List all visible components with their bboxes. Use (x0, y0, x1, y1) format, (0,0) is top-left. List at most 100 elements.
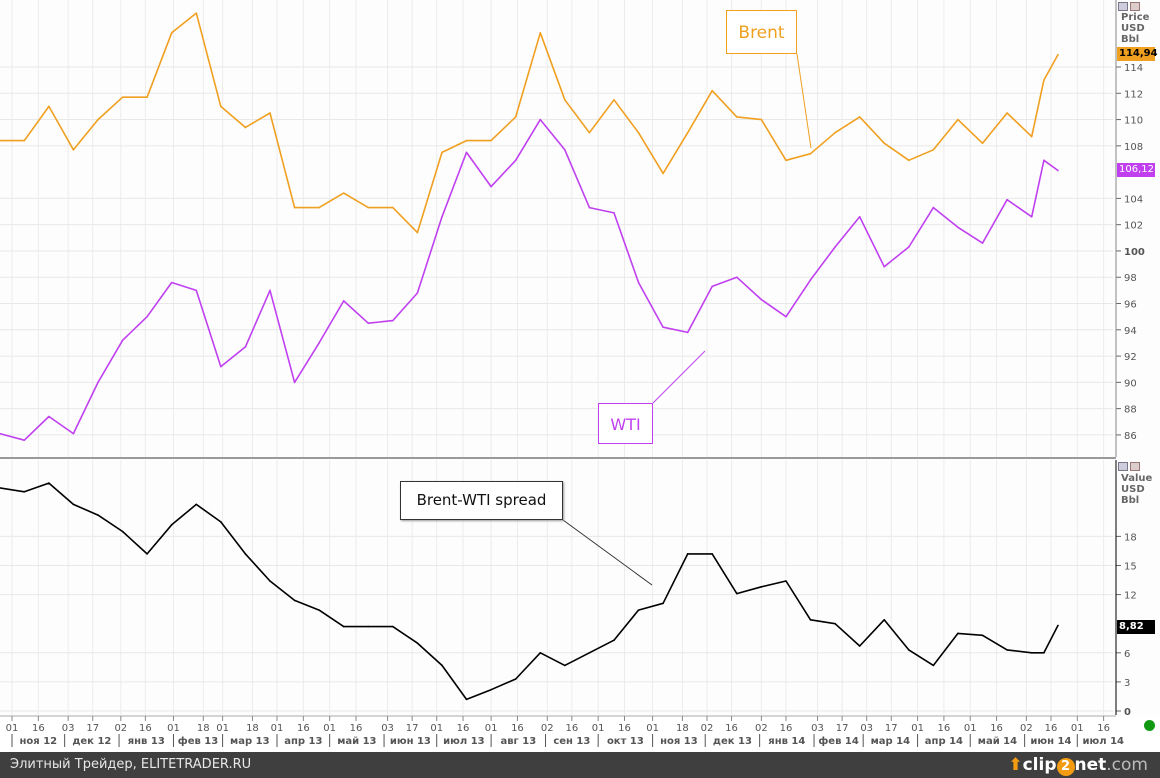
brent-line-point (416, 231, 419, 234)
month-label: апр 14 (925, 736, 963, 747)
brent-line-point (244, 126, 247, 129)
spread-line-point (932, 664, 935, 667)
y-tick-label: 114 (1124, 63, 1143, 74)
brent-line-point (0, 139, 1, 142)
wti-line-point (711, 285, 714, 288)
brent-line-point (1030, 135, 1033, 138)
x-tick-label: 17 (836, 723, 849, 734)
brent-last-value: 114,94 (1117, 47, 1158, 61)
spread-line-point (1030, 652, 1033, 654)
wti-line-point (146, 315, 148, 318)
x-tick-label: 16 (938, 723, 951, 734)
brent-line-point (834, 131, 836, 134)
brent-line-point (23, 139, 26, 142)
brent-line-point (1006, 112, 1008, 114)
x-tick-label: 17 (86, 723, 99, 734)
month-label: дек 12 (72, 736, 111, 747)
wti-line-point (48, 415, 50, 418)
wti-line-point (1006, 198, 1008, 201)
x-tick-label: 02 (114, 723, 127, 734)
brent-line-point (490, 139, 492, 142)
spread-line-point (539, 652, 542, 654)
spread-line-point (981, 634, 984, 637)
x-tick-label: 16 (990, 723, 1003, 734)
wti-line-point (760, 298, 763, 301)
spread-line-point (416, 642, 419, 644)
brent-line-point (785, 159, 787, 162)
x-tick-label: 18 (676, 723, 689, 734)
x-tick-label: 01 (216, 723, 229, 734)
clip2net-logo: ⬆clip 2 net.com (1008, 755, 1148, 776)
wti-line-point (490, 185, 492, 188)
wti-line-point (441, 215, 443, 218)
brent-line-point (736, 116, 738, 118)
brent-line-point (564, 99, 566, 101)
spread-line-point (170, 523, 173, 526)
y-tick-label: 94 (1124, 326, 1137, 337)
brent-line-point (809, 152, 812, 155)
y-tick-label: 3 (1124, 678, 1130, 689)
month-label: май 13 (337, 736, 376, 747)
footer-bar: Элитный Трейдер, ELITETRADER.RU ⬆clip 2 ne… (0, 752, 1160, 778)
status-indicator-icon (1144, 720, 1155, 731)
month-label: дек 13 (713, 736, 752, 747)
brent-line-point (539, 32, 542, 34)
x-axis-area (0, 715, 1160, 752)
spread-line-point (23, 490, 26, 493)
x-tick-label: 16 (1097, 723, 1110, 734)
top-unit-label: Price USD Bbl (1121, 12, 1149, 45)
x-tick-label: 01 (646, 723, 659, 734)
y-tick-label: 6 (1124, 649, 1130, 660)
brent-line-point (637, 131, 640, 134)
minimize-panel-icon[interactable] (1118, 462, 1128, 471)
spread-line-point (834, 622, 836, 625)
wti-line-point (23, 439, 26, 441)
wti-line-point (1030, 215, 1033, 218)
x-tick-label: 16 (32, 723, 45, 734)
x-tick-label: 16 (457, 723, 470, 734)
wti-line-point (269, 289, 271, 292)
wti-line-point (97, 381, 99, 384)
month-label: мар 14 (871, 736, 911, 747)
wti-annotation: WTI (598, 403, 653, 444)
brent-leader-line (796, 53, 812, 149)
brent-line-point (195, 12, 198, 14)
minimize-panel-icon[interactable] (1118, 2, 1128, 11)
x-tick-label: 16 (139, 723, 152, 734)
y-tick-label: 15 (1124, 562, 1137, 573)
month-label: янв 13 (128, 736, 165, 747)
close-panel-icon[interactable] (1130, 462, 1140, 471)
spread-line-point (785, 580, 787, 582)
x-tick-label: 02 (755, 723, 768, 734)
brent-line-point (220, 105, 222, 108)
wti-line-point (342, 300, 345, 302)
unit-line: Price (1121, 12, 1150, 23)
wti-line-point (564, 148, 566, 151)
wti-line-point (0, 432, 1, 435)
y-tick-label: 86 (1124, 431, 1137, 442)
wti-line-point (293, 381, 296, 384)
brent-line-point (686, 131, 689, 134)
brent-line-point (318, 206, 320, 209)
spread-line-point (392, 625, 394, 628)
wti-line-point (170, 281, 173, 284)
wti-line-point (686, 331, 689, 334)
wti-line-point (72, 432, 75, 435)
wti-line-point (539, 118, 542, 121)
spread-line-point (613, 639, 615, 641)
y-tick-label: 90 (1124, 378, 1137, 389)
close-panel-icon[interactable] (1130, 2, 1140, 11)
x-tick-label: 16 (725, 723, 738, 734)
spread-line-point (72, 503, 75, 506)
unit-line: USD (1121, 484, 1145, 495)
x-tick-label: 18 (246, 723, 259, 734)
spread-line-point (48, 482, 50, 484)
y-tick-label: 100 (1124, 247, 1145, 258)
wti-line-point (613, 212, 615, 214)
x-tick-label: 16 (618, 723, 631, 734)
brent-line-point (662, 172, 664, 175)
spread-line-point (564, 664, 566, 667)
month-label: ноя 12 (20, 736, 58, 747)
brent-line-point (121, 96, 124, 99)
spread-line-point (760, 586, 763, 588)
